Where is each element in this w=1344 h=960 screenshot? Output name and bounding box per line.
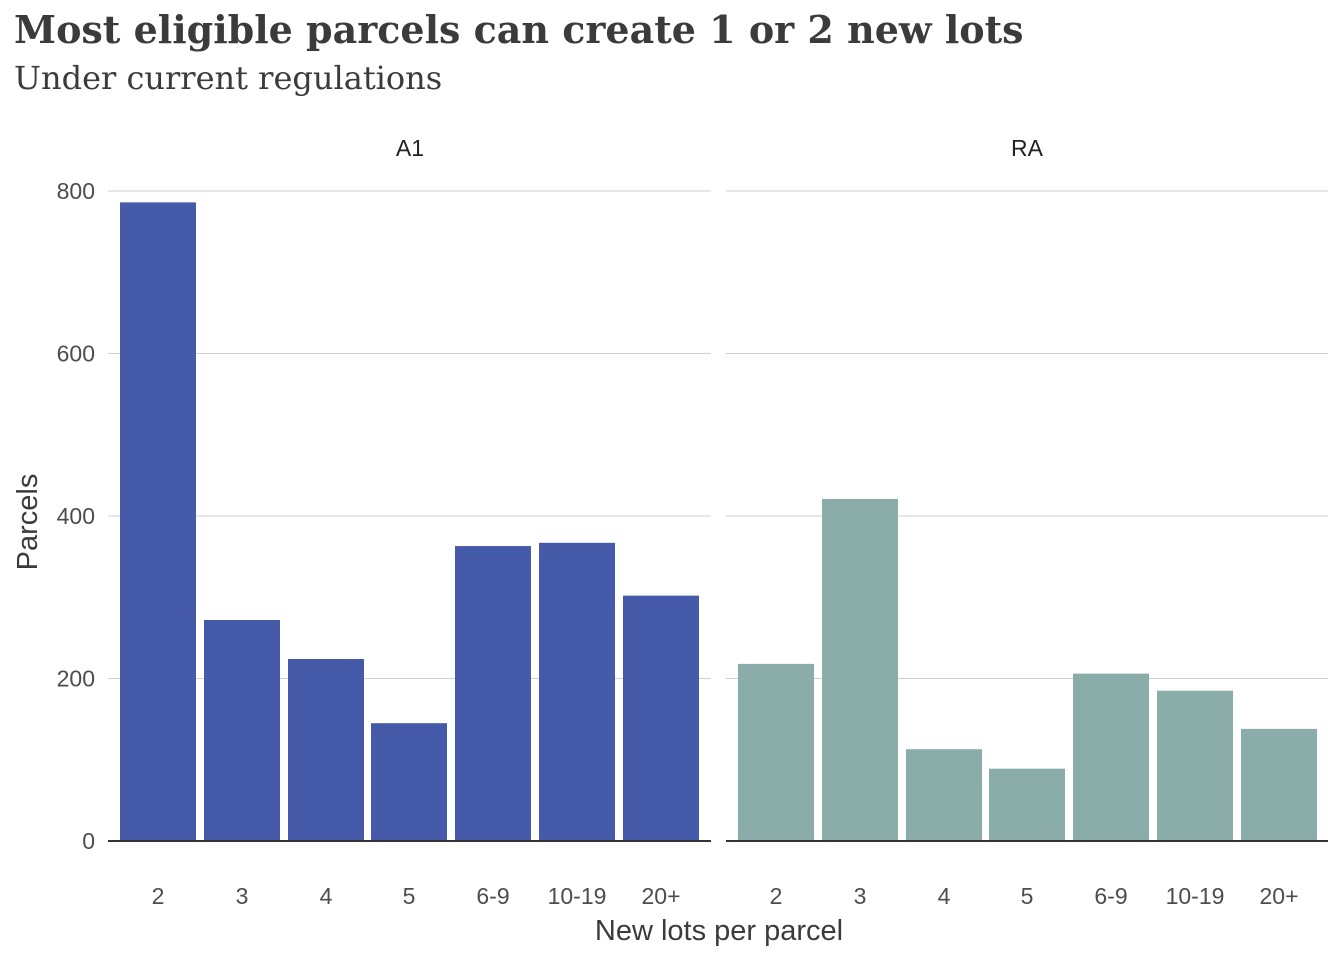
x-tick-label: 4	[320, 883, 333, 909]
x-tick-label: 3	[236, 883, 249, 909]
bar-ra-3	[822, 498, 898, 841]
bar-ra-20+	[1241, 728, 1317, 841]
y-axis-title: Parcels	[12, 474, 44, 571]
bar-a1-4	[288, 659, 364, 841]
x-tick-label: 10-19	[548, 883, 607, 909]
chart-subtitle: Under current regulations	[14, 59, 442, 97]
y-tick-label: 200	[57, 666, 95, 692]
bar-a1-20+	[623, 595, 699, 841]
bar-a1-10-19	[539, 542, 615, 841]
y-axis-ticks: 0 200 400 600 800	[57, 178, 95, 854]
x-tick-label: 4	[938, 883, 951, 909]
bar-a1-5	[371, 723, 447, 841]
facet-label: RA	[1011, 135, 1044, 161]
x-tick-label: 10-19	[1166, 883, 1225, 909]
facet-panels: A1 2 3 4 5 6-9 10-19 20+ RA 2 3 4 5 6-9 10-19 20+	[108, 135, 1328, 909]
facet-panel-a1: A1 2 3 4 5 6-9 10-19 20+	[108, 135, 711, 909]
x-tick-label: 6-9	[476, 883, 509, 909]
facet-label: A1	[396, 135, 424, 161]
bar-a1-2	[120, 202, 196, 841]
y-tick-label: 0	[82, 828, 95, 854]
chart-title: Most eligible parcels can create 1 or 2 …	[14, 7, 1024, 52]
y-tick-label: 600	[57, 341, 95, 367]
x-tick-label: 5	[403, 883, 416, 909]
bar-ra-10-19	[1157, 690, 1233, 841]
bar-ra-5	[989, 768, 1065, 841]
y-tick-label: 400	[57, 503, 95, 529]
x-tick-label: 2	[152, 883, 165, 909]
x-tick-label: 20+	[1259, 883, 1298, 909]
x-tick-label: 20+	[641, 883, 680, 909]
bar-a1-3	[204, 620, 280, 841]
facet-panel-ra: RA 2 3 4 5 6-9 10-19 20+	[726, 135, 1328, 909]
x-tick-label: 2	[770, 883, 783, 909]
x-tick-label: 6-9	[1094, 883, 1127, 909]
x-axis-title: New lots per parcel	[595, 915, 843, 947]
bar-ra-2	[738, 663, 814, 841]
bar-ra-4	[906, 749, 982, 841]
y-tick-label: 800	[57, 178, 95, 204]
x-tick-label: 3	[854, 883, 867, 909]
bar-ra-6-9	[1073, 673, 1149, 841]
bar-a1-6-9	[455, 546, 531, 841]
x-tick-label: 5	[1021, 883, 1034, 909]
